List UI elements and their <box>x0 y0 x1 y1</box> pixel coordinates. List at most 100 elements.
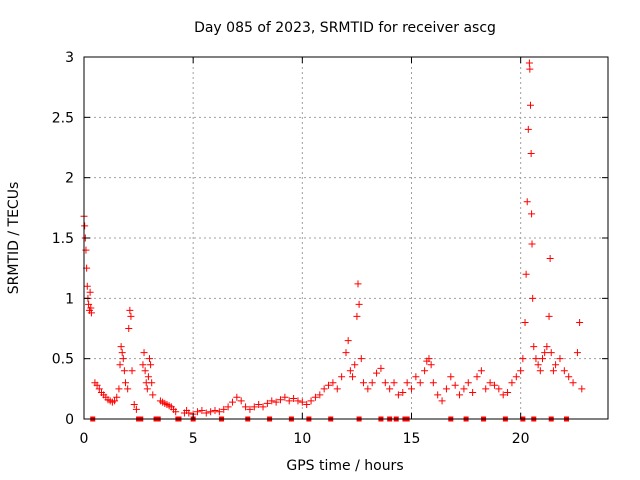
data-point <box>573 349 581 357</box>
data-point <box>194 408 202 416</box>
data-point <box>576 318 584 326</box>
data-point <box>451 381 459 389</box>
data-point <box>477 367 485 375</box>
data-point <box>86 288 94 296</box>
data-point <box>381 379 389 387</box>
data-point <box>403 379 411 387</box>
data-point <box>149 391 157 399</box>
data-point <box>377 364 385 372</box>
data-point <box>368 379 376 387</box>
data-point <box>281 393 289 401</box>
data-point <box>242 403 250 411</box>
data-point <box>255 401 263 409</box>
data-point <box>95 385 103 393</box>
data-point <box>144 373 152 381</box>
data-point <box>499 391 507 399</box>
data-point <box>386 385 394 393</box>
data-point <box>526 101 534 109</box>
x-axis-label: GPS time / hours <box>286 458 403 474</box>
data-point <box>464 379 472 387</box>
data-point <box>140 349 148 357</box>
data-point <box>495 385 503 393</box>
data-point <box>522 270 530 278</box>
data-point <box>198 407 206 415</box>
data-point <box>185 409 193 417</box>
data-point <box>578 385 586 393</box>
data-point <box>246 405 254 413</box>
grid-lines <box>84 57 608 419</box>
y-tick-label: 2 <box>65 171 74 187</box>
data-point <box>115 385 123 393</box>
data-point <box>85 300 93 308</box>
data-point <box>128 367 136 375</box>
data-point <box>124 385 132 393</box>
data-point <box>482 385 490 393</box>
data-point <box>272 398 280 406</box>
data-point <box>473 373 481 381</box>
data-point <box>442 385 450 393</box>
data-point <box>552 361 560 369</box>
y-tick-label: 0 <box>65 412 74 428</box>
data-point <box>111 397 119 405</box>
data-points <box>80 59 586 422</box>
data-point <box>529 294 537 302</box>
data-point <box>207 408 215 416</box>
data-point <box>263 399 271 407</box>
data-point <box>543 343 551 351</box>
data-point <box>118 349 126 357</box>
data-point <box>456 391 464 399</box>
y-axis-label: SRMTID / TECUs <box>6 182 22 295</box>
data-point <box>549 367 557 375</box>
data-point <box>147 361 155 369</box>
data-point <box>556 355 564 363</box>
data-point <box>560 367 568 375</box>
data-point <box>202 409 210 417</box>
data-point <box>307 397 315 405</box>
data-point <box>460 385 468 393</box>
data-point <box>527 150 535 158</box>
data-point <box>525 59 533 67</box>
data-point <box>524 125 532 133</box>
data-point <box>121 379 129 387</box>
data-point <box>545 312 553 320</box>
data-point <box>126 306 134 314</box>
data-point <box>338 373 346 381</box>
data-point <box>215 408 223 416</box>
data-point <box>526 65 534 73</box>
data-point <box>469 388 477 396</box>
data-point <box>316 391 324 399</box>
data-point <box>224 403 232 411</box>
data-point <box>233 393 241 401</box>
data-point <box>519 355 527 363</box>
data-point <box>504 388 512 396</box>
data-point <box>539 355 546 363</box>
data-point <box>530 343 538 351</box>
y-tick-label: 2.5 <box>52 110 74 126</box>
y-tick-label: 1.5 <box>52 231 74 247</box>
y-tick-label: 1 <box>65 291 74 307</box>
data-point <box>130 401 138 409</box>
data-point <box>303 401 311 409</box>
data-point <box>116 361 124 369</box>
data-point <box>412 373 420 381</box>
data-point <box>434 391 442 399</box>
data-point <box>344 337 352 345</box>
data-point <box>146 355 153 363</box>
data-point <box>425 355 433 363</box>
data-point <box>534 361 542 369</box>
axis-ticks: 0 5 10 15 20 0 0.5 1 1.5 2 2.5 3 <box>52 50 608 447</box>
data-point <box>521 318 529 326</box>
data-point <box>139 361 147 369</box>
data-point <box>508 379 516 387</box>
data-point <box>364 385 372 393</box>
data-point <box>346 367 354 375</box>
y-tick-label: 3 <box>65 50 74 66</box>
chart-title: Day 085 of 2023, SRMTID for receiver asc… <box>194 20 496 36</box>
data-point <box>290 394 298 402</box>
x-tick-label: 20 <box>512 431 530 447</box>
data-point <box>127 312 135 320</box>
data-point <box>512 373 520 381</box>
data-point <box>486 379 494 387</box>
data-point <box>354 280 362 288</box>
